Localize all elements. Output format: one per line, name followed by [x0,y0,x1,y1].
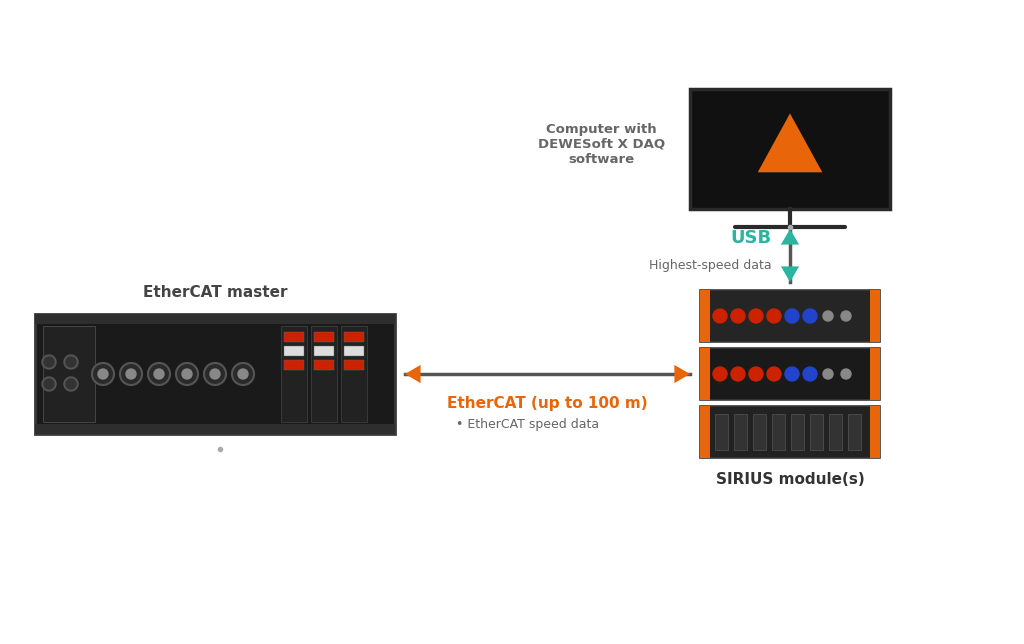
Text: Computer with
DEWESoft X DAQ
software: Computer with DEWESoft X DAQ software [538,122,665,166]
Circle shape [63,355,78,369]
Circle shape [767,367,781,381]
Circle shape [182,369,193,379]
Circle shape [803,367,817,381]
FancyBboxPatch shape [311,326,337,422]
Circle shape [154,369,164,379]
Circle shape [92,363,114,385]
FancyBboxPatch shape [715,414,728,450]
Circle shape [42,377,56,391]
FancyBboxPatch shape [43,326,95,422]
FancyBboxPatch shape [700,348,880,400]
Circle shape [44,379,54,389]
FancyBboxPatch shape [341,326,367,422]
FancyBboxPatch shape [314,332,334,342]
FancyBboxPatch shape [344,346,364,356]
FancyBboxPatch shape [848,414,861,450]
FancyBboxPatch shape [344,332,364,342]
FancyBboxPatch shape [810,414,823,450]
FancyBboxPatch shape [791,414,804,450]
Text: SIRIUS module(s): SIRIUS module(s) [716,473,864,488]
Circle shape [731,309,745,323]
FancyBboxPatch shape [700,290,710,342]
Polygon shape [781,267,799,282]
Circle shape [713,309,727,323]
FancyBboxPatch shape [314,360,334,370]
Circle shape [238,369,248,379]
FancyBboxPatch shape [870,406,880,458]
Circle shape [767,309,781,323]
FancyBboxPatch shape [700,406,710,458]
Circle shape [176,363,198,385]
FancyBboxPatch shape [753,414,766,450]
Circle shape [749,367,763,381]
Text: EtherCAT master: EtherCAT master [142,285,288,299]
FancyBboxPatch shape [344,360,364,370]
FancyBboxPatch shape [284,360,304,370]
Circle shape [66,379,76,389]
Circle shape [98,369,108,379]
FancyBboxPatch shape [829,414,842,450]
Circle shape [44,357,54,367]
Circle shape [841,311,851,321]
FancyBboxPatch shape [284,346,304,356]
Circle shape [66,357,76,367]
FancyBboxPatch shape [700,348,710,400]
FancyBboxPatch shape [35,314,395,434]
Circle shape [210,369,220,379]
Circle shape [126,369,136,379]
Circle shape [785,309,799,323]
Circle shape [232,363,254,385]
FancyBboxPatch shape [314,346,334,356]
FancyBboxPatch shape [284,332,304,342]
Circle shape [823,311,833,321]
FancyBboxPatch shape [870,290,880,342]
FancyBboxPatch shape [690,89,890,209]
FancyBboxPatch shape [700,406,880,458]
FancyBboxPatch shape [734,414,746,450]
Circle shape [204,363,226,385]
Circle shape [731,367,745,381]
Circle shape [803,309,817,323]
FancyBboxPatch shape [870,348,880,400]
Circle shape [785,367,799,381]
FancyBboxPatch shape [700,290,880,342]
Polygon shape [406,365,421,383]
FancyBboxPatch shape [772,414,785,450]
Circle shape [841,369,851,379]
Circle shape [749,309,763,323]
Polygon shape [781,229,799,245]
Polygon shape [675,365,690,383]
Circle shape [713,367,727,381]
Circle shape [148,363,170,385]
FancyBboxPatch shape [35,314,395,324]
Circle shape [120,363,142,385]
Text: EtherCAT (up to 100 m): EtherCAT (up to 100 m) [447,396,648,411]
Text: • EtherCAT speed data: • EtherCAT speed data [456,418,599,431]
Circle shape [63,377,78,391]
FancyBboxPatch shape [35,424,395,434]
Polygon shape [758,113,822,173]
FancyBboxPatch shape [281,326,307,422]
Circle shape [823,369,833,379]
Text: USB: USB [731,229,772,247]
Text: Highest-speed data: Highest-speed data [649,259,772,272]
Circle shape [42,355,56,369]
